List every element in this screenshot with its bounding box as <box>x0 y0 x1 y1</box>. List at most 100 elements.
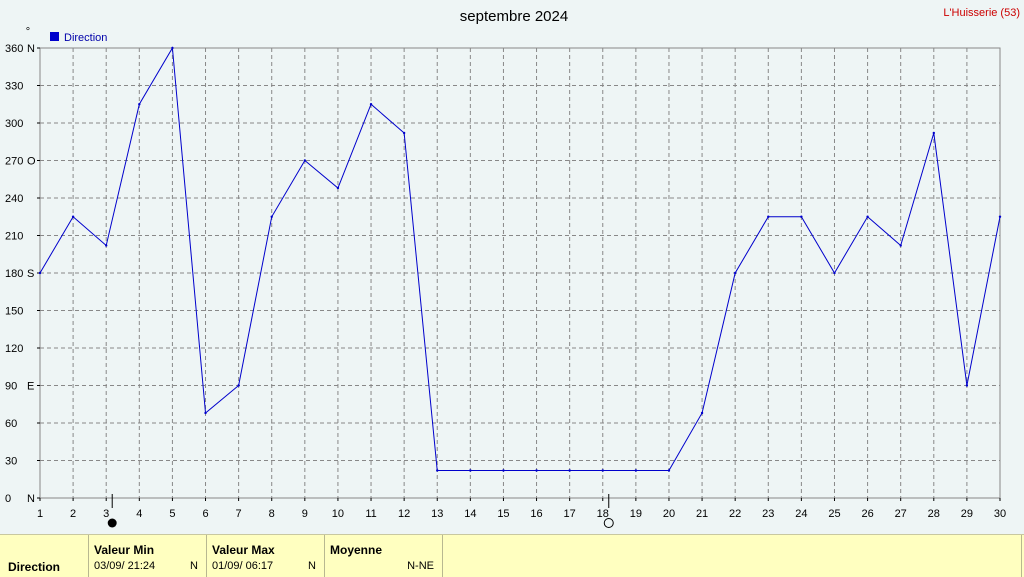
stats-max-value: N <box>308 560 316 572</box>
stats-row-label: Direction <box>8 560 61 574</box>
stats-min-date: 03/09/ 21:24 <box>94 560 156 572</box>
data-point <box>402 131 406 135</box>
y-tick-label: 300 <box>5 118 23 130</box>
data-point <box>899 244 902 247</box>
legend-label: Direction <box>64 32 107 44</box>
data-point <box>965 384 969 387</box>
x-tick-label: 15 <box>497 508 509 520</box>
y-tick-label: 60 <box>5 418 17 430</box>
x-tick-label: 18 <box>597 508 609 520</box>
x-tick-label: 11 <box>365 508 376 520</box>
y-cardinal-label: S <box>27 268 34 280</box>
moon-phases <box>107 494 614 528</box>
y-tick-label: 0 <box>5 493 11 505</box>
y-tick-label: 180 <box>5 268 23 280</box>
chart-title: septembre 2024 <box>460 8 568 25</box>
x-tick-label: 13 <box>431 508 443 520</box>
data-point <box>303 159 307 162</box>
x-tick-label: 22 <box>729 508 741 520</box>
stats-max-cell: Valeur Max 01/09/ 06:17 N <box>206 535 324 577</box>
data-point <box>204 411 207 415</box>
data-point <box>601 469 604 472</box>
x-tick-label: 8 <box>269 508 275 520</box>
stats-avg-header: Moyenne <box>330 543 383 557</box>
data-point <box>436 469 439 472</box>
x-tick-label: 9 <box>302 508 308 520</box>
data-point <box>270 215 273 218</box>
x-tick-label: 16 <box>530 508 542 520</box>
data-point <box>71 215 75 218</box>
x-tick-label: 28 <box>928 508 940 520</box>
data-point <box>800 215 803 218</box>
data-point <box>138 103 141 106</box>
data-point <box>105 244 108 247</box>
stats-empty-cell <box>442 535 1022 577</box>
data-point <box>336 186 340 190</box>
y-cardinal-label: E <box>27 381 34 393</box>
data-point <box>767 215 770 218</box>
y-tick-label: 30 <box>5 456 17 468</box>
x-tick-label: 5 <box>169 508 175 520</box>
x-tick-label: 19 <box>630 508 642 520</box>
series-group <box>38 46 1002 472</box>
x-tick-label: 7 <box>236 508 242 520</box>
grid-lines <box>40 48 1000 498</box>
direction-chart: septembre 2024 L'Huisserie (53) ° Direct… <box>5 7 1020 528</box>
full-moon-icon <box>603 518 614 528</box>
data-point <box>700 411 704 415</box>
x-tick-label: 29 <box>961 508 973 520</box>
x-tick-label: 1 <box>37 508 43 520</box>
x-tick-label: 23 <box>762 508 774 520</box>
y-axis: 0 N 30 60 90 E 120 150 180 S 210 240 270 O 300 330 360 N <box>5 43 40 505</box>
x-tick-label: 20 <box>663 508 675 520</box>
y-tick-label: 90 <box>5 381 17 393</box>
x-tick-label: 30 <box>994 508 1006 520</box>
data-point <box>535 469 538 472</box>
data-point <box>502 469 505 472</box>
data-point <box>667 469 671 472</box>
stats-max-header: Valeur Max <box>212 543 275 557</box>
y-tick-label: 150 <box>5 306 23 318</box>
x-tick-label: 21 <box>696 508 708 520</box>
y-tick-label: 210 <box>5 231 23 243</box>
x-tick-label: 12 <box>398 508 410 520</box>
x-tick-label: 10 <box>332 508 344 520</box>
x-tick-label: 2 <box>70 508 76 520</box>
x-axis: 1 2 3 4 5 6 7 8 9 10 11 12 13 14 15 16 17 18 19 20 21 22 23 24 2… <box>37 498 1006 520</box>
stats-min-cell: Valeur Min 03/09/ 21:24 N <box>88 535 206 577</box>
new-moon-icon <box>107 518 117 528</box>
data-point <box>469 469 472 472</box>
y-tick-label: 120 <box>5 343 23 355</box>
x-tick-label: 14 <box>464 508 476 520</box>
y-tick-label: 360 <box>5 43 23 55</box>
data-point <box>998 215 1002 218</box>
series-line-direction <box>39 46 1001 471</box>
x-tick-label: 4 <box>136 508 142 520</box>
legend-swatch <box>50 32 59 41</box>
location-label: L'Huisserie (53) <box>943 7 1020 19</box>
stats-min-header: Valeur Min <box>94 543 155 557</box>
y-tick-label: 270 <box>5 156 23 168</box>
y-cardinal-label: N <box>27 493 35 505</box>
data-point <box>733 271 737 275</box>
stats-avg-cell: Moyenne N-NE <box>324 535 442 577</box>
stats-table: Direction Valeur Min 03/09/ 21:24 N Vale… <box>0 534 1024 577</box>
y-tick-label: 240 <box>5 193 23 205</box>
y-cardinal-label: N <box>27 43 35 55</box>
x-tick-label: 24 <box>795 508 807 520</box>
x-tick-label: 6 <box>202 508 208 520</box>
x-tick-label: 17 <box>564 508 576 520</box>
data-point <box>866 215 869 218</box>
stats-avg-value: N-NE <box>407 560 434 572</box>
data-point <box>634 469 638 472</box>
stats-min-value: N <box>190 560 198 572</box>
data-point <box>568 469 571 472</box>
data-point <box>171 46 174 50</box>
x-tick-label: 25 <box>828 508 840 520</box>
data-point <box>833 271 836 275</box>
data-point <box>237 384 240 387</box>
x-tick-label: 27 <box>895 508 907 520</box>
stats-max-date: 01/09/ 06:17 <box>212 560 274 572</box>
x-tick-label: 26 <box>861 508 873 520</box>
x-tick-label: 3 <box>103 508 109 520</box>
